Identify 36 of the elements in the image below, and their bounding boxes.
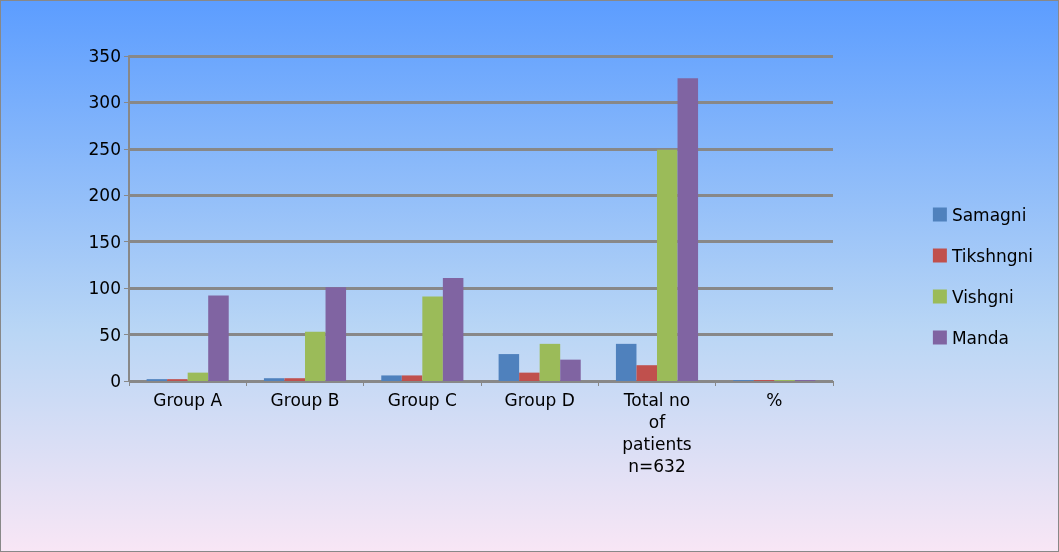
bar: [519, 372, 540, 381]
y-tick-label: 150: [88, 231, 121, 252]
bar: [442, 277, 464, 381]
bar: [657, 149, 678, 381]
legend-label: Vishgni: [951, 286, 1014, 307]
x-tick-label: Total no of patients n=632: [622, 390, 692, 476]
legend-label: Manda: [951, 327, 1009, 348]
bar: [539, 343, 561, 381]
bar: [615, 343, 637, 381]
bar: [187, 372, 209, 381]
bar: [560, 359, 581, 381]
bar: [284, 378, 305, 381]
y-tick-label: 200: [88, 185, 121, 206]
x-tick-label: Group C: [387, 390, 457, 410]
x-tick-label: Group D: [504, 390, 575, 410]
bar: [325, 287, 347, 381]
bar: [263, 378, 285, 381]
bar: [401, 375, 423, 381]
y-tick-label: 250: [88, 138, 121, 159]
bar: [381, 375, 402, 381]
bar: [677, 78, 699, 381]
bar: [498, 354, 520, 381]
bar: [636, 365, 657, 381]
x-tick-label: Group A: [153, 390, 223, 410]
y-tick-label: 50: [99, 324, 121, 345]
bar: [305, 331, 326, 381]
y-tick-label: 0: [110, 371, 121, 391]
y-tick-label: 100: [88, 278, 121, 299]
bar: [422, 296, 443, 381]
x-tick-label: %: [766, 390, 783, 410]
y-tick-label: 300: [88, 92, 121, 113]
x-tick-label: Group B: [270, 390, 340, 410]
bar: [208, 295, 229, 381]
legend-label: Samagni: [951, 204, 1027, 225]
legend-label: Tikshngni: [950, 245, 1033, 266]
y-tick-label: 350: [88, 46, 121, 66]
